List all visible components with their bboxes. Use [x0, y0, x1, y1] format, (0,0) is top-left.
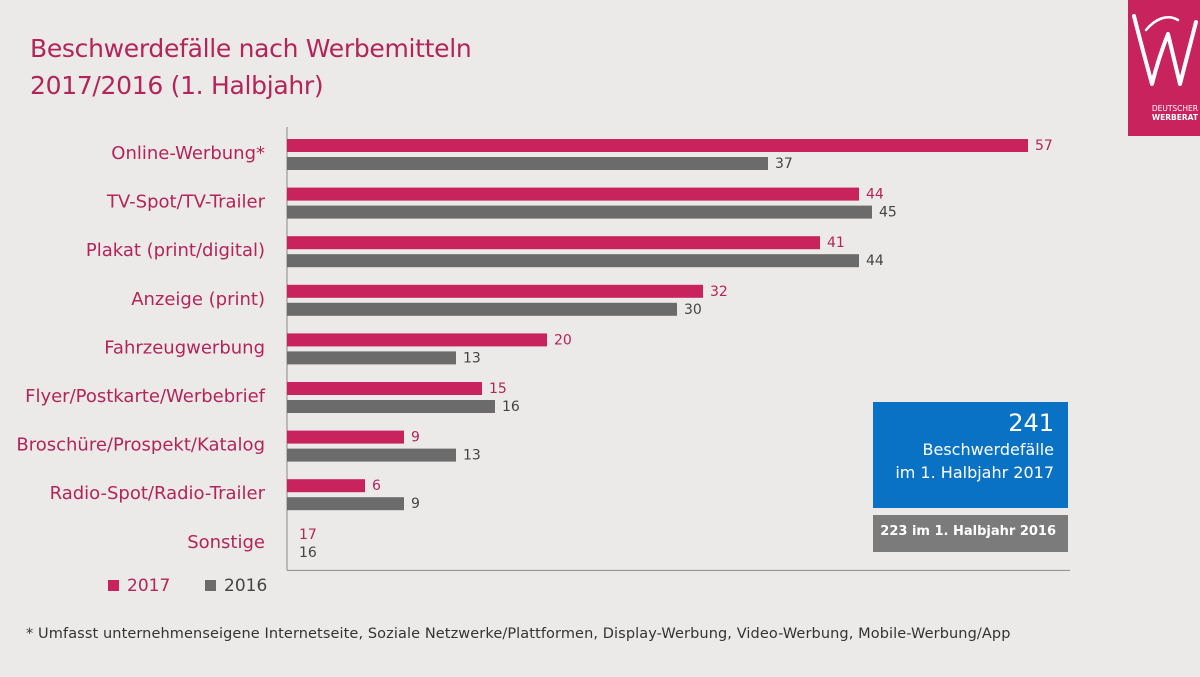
- value-label-2016-online-werbung: 37: [775, 156, 793, 172]
- bar-2017-brosch-re-prospekt-katalog: [287, 430, 404, 444]
- value-label-2017-flyer-postkarte-werbebrief: 15: [489, 381, 507, 397]
- bar-2017-plakat-print-digital: [287, 236, 820, 250]
- werberat-w-logo-icon: [1132, 14, 1198, 86]
- category-label-radio-spot-radio-trailer: Radio-Spot/Radio-Trailer: [50, 483, 266, 504]
- value-label-2017-online-werbung: 57: [1035, 138, 1053, 154]
- bar-2017-tv-spot-tv-trailer: [287, 187, 859, 201]
- chart-title-line-2: 2017/2016 (1. Halbjahr): [30, 71, 324, 100]
- bar-2017-online-werbung: [287, 139, 1028, 152]
- category-label-plakat-print-digital: Plakat (print/digital): [86, 240, 265, 261]
- chart-title-line-1: Beschwerdefälle nach Werbemitteln: [30, 34, 472, 63]
- legend-swatch-2016: [205, 580, 216, 591]
- brand-line-2: WERBERAT: [1151, 113, 1198, 122]
- value-label-2016-fahrzeugwerbung: 13: [463, 350, 481, 366]
- value-label-2016-radio-spot-radio-trailer: 9: [411, 496, 420, 512]
- bar-2017-flyer-postkarte-werbebrief: [287, 382, 482, 395]
- chart-title: Beschwerdefälle nach Werbemitteln 2017/2…: [30, 30, 472, 104]
- value-label-2017-brosch-re-prospekt-katalog: 9: [411, 430, 420, 446]
- bar-2016-plakat-print-digital: [287, 254, 859, 268]
- value-label-2016-sonstige: 16: [299, 545, 317, 561]
- category-label-fahrzeugwerbung: Fahrzeugwerbung: [104, 337, 265, 358]
- legend-swatch-2017: [108, 580, 119, 591]
- bar-2017-radio-spot-radio-trailer: [287, 479, 365, 493]
- category-label-online-werbung: Online-Werbung*: [111, 143, 265, 164]
- category-label-anzeige-print: Anzeige (print): [131, 289, 265, 310]
- kpi-label-2: im 1. Halbjahr 2017: [895, 463, 1054, 482]
- legend-label-2017: 2017: [127, 576, 170, 596]
- kpi-number: 241: [1008, 409, 1054, 437]
- bar-2017-fahrzeugwerbung: [287, 333, 547, 347]
- value-label-2016-brosch-re-prospekt-katalog: 13: [463, 448, 481, 464]
- werberat-brand-text: DEUTSCHER WERBERAT: [1132, 104, 1198, 122]
- kpi-label-1: Beschwerdefälle: [922, 440, 1055, 459]
- legend-label-2016: 2016: [224, 576, 267, 596]
- bar-2016-tv-spot-tv-trailer: [287, 205, 872, 219]
- value-label-2017-anzeige-print: 32: [710, 284, 728, 300]
- category-label-tv-spot-tv-trailer: TV-Spot/TV-Trailer: [106, 192, 266, 213]
- value-label-2017-radio-spot-radio-trailer: 6: [372, 478, 381, 494]
- kpi-total-2017: 241 Beschwerdefälle im 1. Halbjahr 2017: [873, 402, 1068, 508]
- bar-2016-flyer-postkarte-werbebrief: [287, 400, 495, 413]
- brand-line-1: DEUTSCHER: [1151, 104, 1198, 113]
- bar-2016-fahrzeugwerbung: [287, 351, 456, 365]
- value-label-2017-tv-spot-tv-trailer: 44: [866, 187, 884, 203]
- category-label-flyer-postkarte-werbebrief: Flyer/Postkarte/Werbebrief: [25, 386, 266, 407]
- value-label-2017-plakat-print-digital: 41: [827, 235, 845, 251]
- category-label-brosch-re-prospekt-katalog: Broschüre/Prospekt/Katalog: [16, 435, 265, 456]
- bar-2016-brosch-re-prospekt-katalog: [287, 448, 456, 462]
- bar-2016-radio-spot-radio-trailer: [287, 497, 404, 511]
- value-label-2016-flyer-postkarte-werbebrief: 16: [502, 399, 520, 415]
- bar-2017-anzeige-print: [287, 284, 703, 298]
- value-label-2017-sonstige: 17: [299, 527, 317, 543]
- footnote: * Umfasst unternehmenseigene Internetsei…: [26, 626, 1011, 642]
- werberat-logo: DEUTSCHER WERBERAT: [1128, 0, 1200, 136]
- value-label-2016-anzeige-print: 30: [684, 302, 702, 318]
- bar-2016-anzeige-print: [287, 302, 677, 316]
- kpi-total-2016: 223 im 1. Halbjahr 2016: [873, 515, 1068, 552]
- value-label-2017-fahrzeugwerbung: 20: [554, 332, 572, 348]
- value-label-2016-plakat-print-digital: 44: [866, 253, 884, 269]
- bar-2016-online-werbung: [287, 157, 768, 170]
- category-label-sonstige: Sonstige: [187, 532, 265, 553]
- value-label-2016-tv-spot-tv-trailer: 45: [879, 205, 897, 221]
